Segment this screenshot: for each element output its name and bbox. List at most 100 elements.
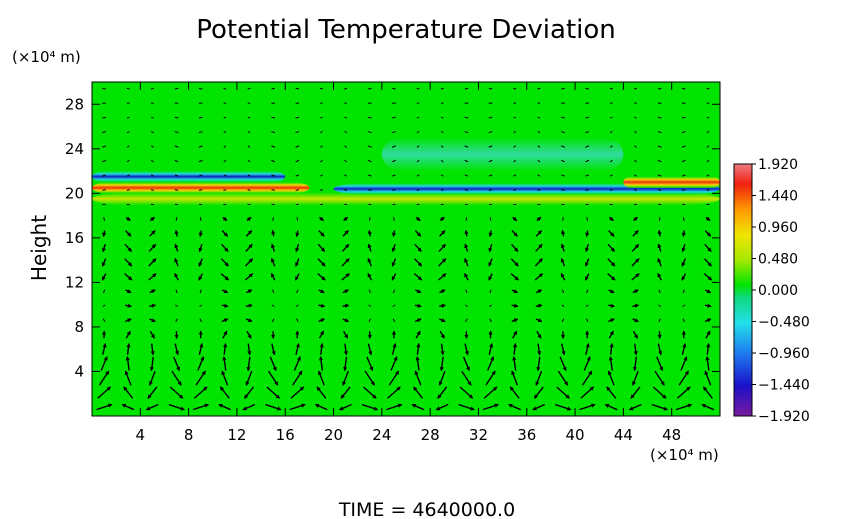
velocity-vector [459, 386, 474, 399]
velocity-vector [652, 386, 667, 399]
velocity-vector [535, 289, 543, 294]
velocity-vector [561, 87, 565, 90]
velocity-vector [488, 87, 493, 90]
velocity-vector [609, 159, 613, 163]
colorbar-tick-label: 1.440 [758, 189, 798, 205]
x-tick-label: 4 [136, 426, 146, 444]
velocity-vector [368, 87, 372, 90]
velocity-vector [604, 403, 618, 411]
velocity-vector [607, 258, 616, 267]
velocity-vector [580, 386, 595, 399]
velocity-vector [532, 403, 546, 411]
velocity-vector [344, 116, 347, 119]
velocity-vector [391, 258, 397, 267]
velocity-vector [513, 130, 517, 134]
velocity-vector [101, 244, 106, 253]
velocity-vector [704, 370, 712, 386]
velocity-vector [414, 243, 422, 252]
velocity-vector [488, 174, 493, 177]
x-tick-label: 44 [614, 426, 633, 444]
velocity-vector [246, 330, 252, 339]
velocity-vector [151, 145, 154, 148]
velocity-vector [464, 174, 469, 177]
velocity-vector [270, 272, 276, 281]
velocity-vector [513, 116, 517, 119]
velocity-vector [703, 273, 713, 281]
velocity-vector [555, 403, 572, 411]
velocity-vector [96, 403, 113, 411]
velocity-vector [198, 244, 203, 253]
velocity-vector [681, 131, 686, 134]
velocity-vector [415, 330, 421, 339]
velocity-vector [342, 289, 349, 294]
velocity-vector [97, 386, 111, 399]
velocity-vector [193, 386, 208, 399]
velocity-vector [295, 304, 299, 307]
velocity-vector [489, 318, 492, 323]
velocity-vector [534, 273, 544, 281]
x-tick-label: 12 [227, 426, 246, 444]
velocity-vector [343, 356, 348, 372]
velocity-vector [342, 330, 349, 339]
velocity-vector [344, 145, 347, 148]
velocity-vector [267, 370, 279, 386]
velocity-vector [682, 318, 686, 323]
velocity-vector [464, 343, 469, 356]
velocity-vector [584, 273, 590, 281]
velocity-vector [632, 356, 638, 372]
velocity-vector [534, 258, 543, 267]
velocity-vector [223, 342, 228, 355]
velocity-vector [513, 87, 517, 90]
velocity-vector [367, 145, 372, 148]
velocity-vector [508, 403, 521, 411]
velocity-vector [464, 131, 469, 134]
velocity-vector [608, 318, 615, 323]
x-tick-label: 24 [372, 426, 391, 444]
velocity-vector [243, 386, 255, 399]
velocity-vector [367, 272, 373, 281]
velocity-vector [439, 303, 446, 308]
velocity-vector [245, 370, 253, 386]
velocity-vector [150, 343, 155, 356]
velocity-vector [272, 217, 274, 221]
velocity-vector [488, 116, 493, 119]
velocity-vector [103, 217, 105, 221]
velocity-vector [609, 130, 613, 134]
velocity-vector [362, 386, 377, 399]
velocity-vector [706, 145, 710, 148]
velocity-vector [608, 230, 615, 237]
velocity-vector [244, 258, 254, 267]
velocity-vector [634, 159, 637, 163]
velocity-vector [465, 289, 468, 294]
velocity-vector [657, 131, 662, 134]
velocity-vector [149, 330, 156, 339]
velocity-vector [247, 189, 251, 191]
velocity-vector [632, 303, 640, 308]
colorbar-tick-label: 0.000 [758, 283, 798, 299]
velocity-vector [535, 243, 543, 252]
velocity-vector [221, 370, 229, 386]
velocity-vector [488, 230, 493, 238]
velocity-vector [537, 116, 541, 119]
velocity-vector [150, 159, 154, 163]
velocity-vector [634, 130, 637, 134]
velocity-vector [219, 386, 230, 399]
velocity-vector [247, 174, 251, 177]
velocity-vector [440, 87, 444, 90]
velocity-vector [464, 145, 469, 148]
velocity-vector [392, 174, 396, 177]
x-tick-label: 48 [662, 426, 681, 444]
velocity-vector [416, 145, 420, 148]
velocity-vector [125, 356, 130, 371]
velocity-vector [198, 159, 203, 163]
velocity-vector [199, 318, 202, 323]
colorbar-tick-label: −0.480 [758, 315, 810, 331]
velocity-vector [318, 370, 325, 386]
anomaly-band-yellow-weak [92, 192, 720, 206]
velocity-vector [560, 243, 565, 252]
velocity-vector [221, 318, 229, 323]
velocity-vector [561, 116, 565, 119]
velocity-vector [584, 258, 590, 267]
velocity-vector [295, 258, 300, 267]
